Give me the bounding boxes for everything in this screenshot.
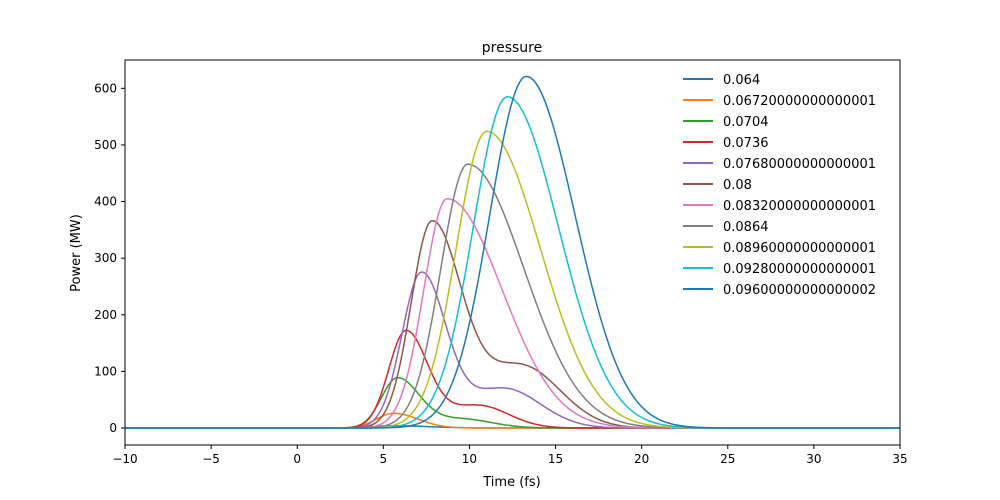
legend-label: 0.06720000000000001 (723, 94, 876, 109)
series-line (125, 329, 900, 429)
legend: 0.064 0.06720000000000001 0.0704 0.0736 0.07… (683, 73, 876, 298)
y-tick-label: 200 (94, 308, 117, 322)
legend-label: 0.07680000000000001 (723, 157, 876, 172)
x-tick-label: 35 (892, 452, 907, 466)
y-tick-label: 100 (94, 364, 117, 378)
plot-area-frame (124, 59, 901, 446)
legend-label: 0.0704 (723, 115, 769, 130)
legend-label: 0.08960000000000001 (723, 241, 876, 256)
x-axis-ticks: −10 −5 0 5 10 15 20 25 30 35 (112, 445, 908, 466)
series-line (125, 197, 900, 429)
legend-label: 0.08 (723, 178, 752, 193)
legend-label: 0.09600000000000002 (723, 283, 876, 298)
y-axis-ticks: 0 100 200 300 400 500 600 (94, 81, 125, 435)
y-tick-label: 0 (109, 421, 117, 435)
legend-label: 0.064 (723, 73, 760, 88)
legend-label: 0.0736 (723, 136, 769, 151)
chart-title: pressure (482, 40, 542, 56)
series-line (125, 376, 900, 429)
x-tick-label: 5 (380, 452, 388, 466)
legend-label: 0.08320000000000001 (723, 199, 876, 214)
x-tick-label: 15 (548, 452, 563, 466)
legend-label: 0.0864 (723, 220, 769, 235)
x-tick-label: −5 (202, 452, 220, 466)
y-tick-label: 400 (94, 195, 117, 209)
series-line (125, 130, 900, 429)
series-line (125, 75, 900, 429)
legend-label: 0.09280000000000001 (723, 262, 876, 277)
series-layer (125, 75, 900, 429)
y-tick-label: 300 (94, 251, 117, 265)
x-tick-label: −10 (112, 452, 137, 466)
x-axis-label: Time (fs) (482, 475, 540, 490)
x-tick-label: 30 (806, 452, 821, 466)
x-tick-label: 25 (720, 452, 735, 466)
y-tick-label: 500 (94, 138, 117, 152)
x-tick-label: 0 (293, 452, 301, 466)
y-tick-label: 600 (94, 81, 117, 95)
x-tick-label: 10 (462, 452, 477, 466)
y-axis-label: Power (MW) (69, 214, 84, 292)
x-tick-label: 20 (634, 452, 649, 466)
